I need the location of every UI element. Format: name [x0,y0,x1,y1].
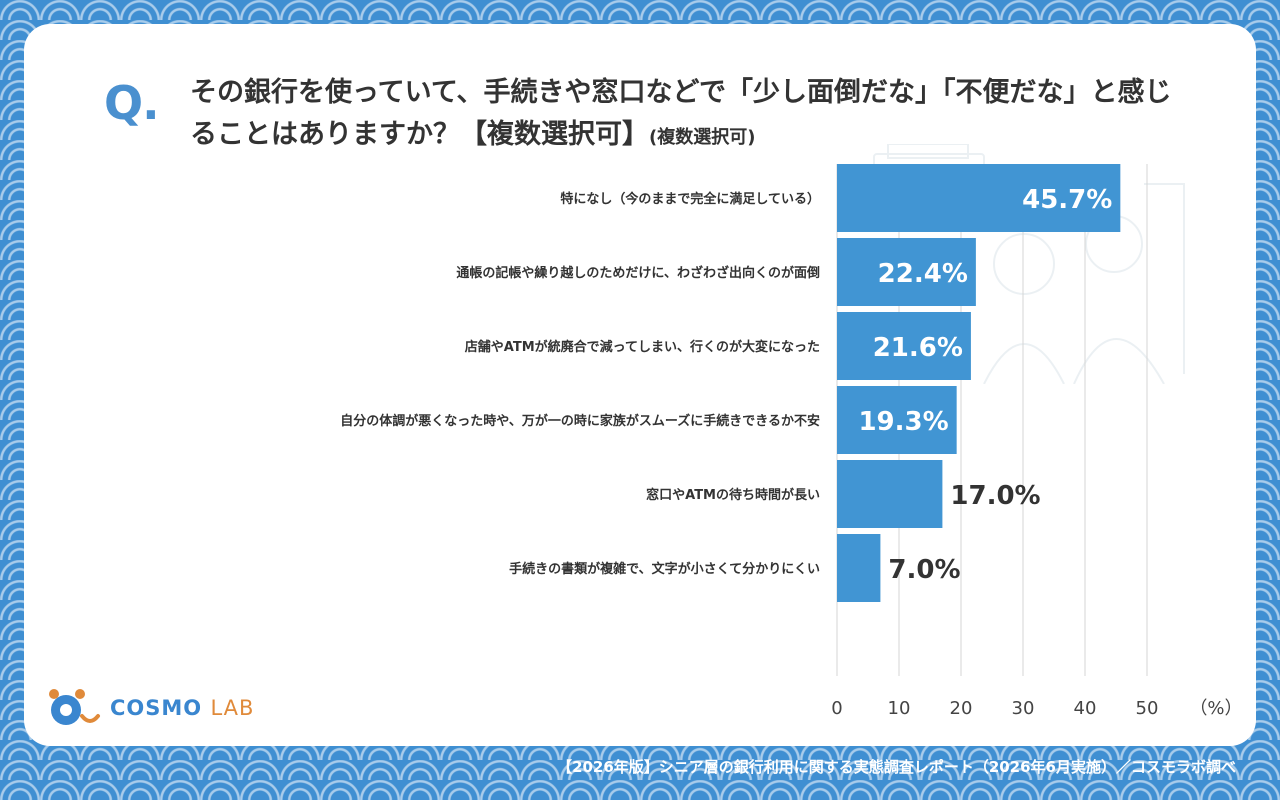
category-label: 手続きの書類が複雑で、文字が小さくて分かりにくい [509,561,820,577]
question-text: その銀行を使っていて、手続きや窓口などで「少し面倒だな」「不便だな」と感じること… [190,77,1172,150]
x-tick-label: 30 [1012,698,1035,719]
bar-layer [837,164,1121,602]
bar-chart: 特になし（今のままで完全に満足している） 45.7% 通帳の記帳や繰り越しのためだけ… [340,164,1243,719]
logo-text: COSMO LAB [110,696,254,720]
logo-text-primary: COSMO [110,696,203,720]
logo-text-secondary: LAB [210,696,255,720]
bar [837,164,1121,232]
question-title: その銀行を使っていて、手続きや窓口などで「少し面倒だな」「不便だな」と感じること… [190,72,1190,159]
category-label: 窓口やATMの待ち時間が長い [646,487,820,503]
category-label: 店舗やATMが統廃合で減ってしまい、行くのが大変になった [465,339,820,355]
content-card: Q. その銀行を使っていて、手続きや窓口などで「少し面倒だな」「不便だな」と感じ… [24,24,1256,746]
x-tick-label: 40 [1074,698,1097,719]
category-label: 特になし（今のままで完全に満足している） [560,191,820,207]
source-footer: 【2026年版】シニア層の銀行利用に関する実態調査レポート（2026年6月実施）… [557,758,1236,776]
x-tick-label: 10 [888,698,911,719]
question-note: (複数選択可) [649,127,756,148]
logo-mark-icon [49,689,100,725]
x-tick-label: 50 [1136,698,1159,719]
question-mark: Q. [104,76,160,130]
value-label: 17.0% [950,481,1040,511]
bar [837,238,976,306]
value-label: 45.7% [1022,185,1112,215]
category-label: 通帳の記帳や繰り越しのためだけに、わざわざ出向くのが面倒 [456,265,820,281]
category-label: 自分の体調が悪くなった時や、万が一の時に家族がスムーズに手続きできるか不安 [340,413,820,429]
bar [837,386,957,454]
x-tick-label: 20 [950,698,973,719]
bar [837,460,943,528]
x-unit-label: （%） [1189,698,1242,719]
bar [837,534,881,602]
bar [837,312,971,380]
tick-layer: 0 10 20 30 40 50 （%） [831,698,1242,719]
value-label: 22.4% [878,259,968,289]
value-label: 19.3% [858,407,948,437]
x-tick-label: 0 [831,698,842,719]
value-label: 21.6% [873,333,963,363]
cosmo-lab-logo: COSMO LAB [46,686,254,730]
label-layer: 特になし（今のままで完全に満足している） 45.7% 通帳の記帳や繰り越しのためだけ… [340,185,1112,585]
value-label: 7.0% [888,555,960,585]
